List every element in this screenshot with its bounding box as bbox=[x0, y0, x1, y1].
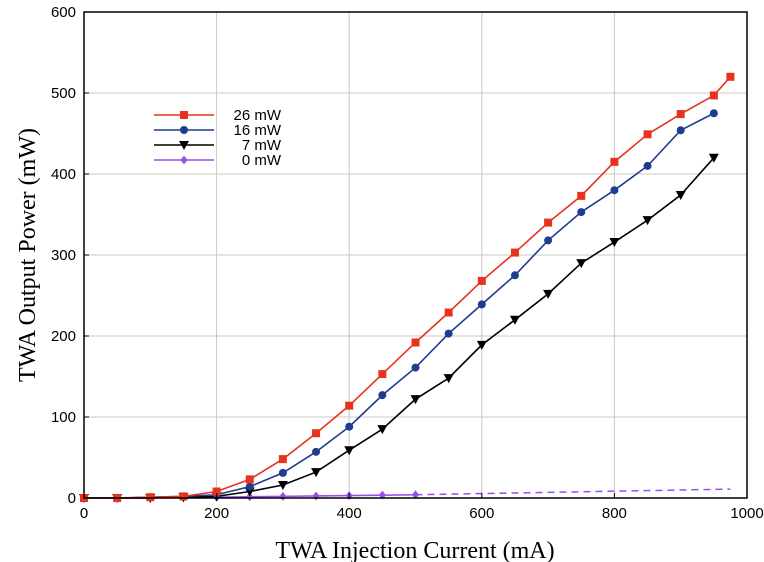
series-line-7-mw bbox=[84, 157, 715, 499]
data-point-26-mw bbox=[709, 91, 718, 100]
legend-item-0-mw: 0 mW bbox=[154, 152, 282, 169]
data-point-7-mw bbox=[277, 481, 288, 491]
data-point-7-mw bbox=[708, 153, 719, 163]
data-point-26-mw bbox=[643, 130, 652, 139]
data-point-26-mw bbox=[676, 110, 685, 119]
data-point-16-mw bbox=[477, 300, 486, 309]
data-point-7-mw bbox=[344, 446, 355, 456]
series-line-0-mw-extrapolation bbox=[415, 488, 731, 496]
y-tick-label: 600 bbox=[51, 4, 76, 21]
y-tick-label: 500 bbox=[51, 85, 76, 102]
y-tick-label: 200 bbox=[51, 328, 76, 345]
data-point-7-mw bbox=[675, 191, 686, 201]
grid-lines bbox=[84, 12, 747, 498]
data-point-7-mw bbox=[377, 425, 388, 435]
data-point-26-mw bbox=[411, 338, 420, 347]
data-point-7-mw bbox=[642, 216, 653, 226]
legend-marker bbox=[180, 126, 188, 134]
data-point-7-mw bbox=[476, 340, 487, 350]
x-axis: 0 200 400 600 800 1000 bbox=[80, 493, 764, 522]
data-point-16-mw bbox=[544, 236, 553, 245]
data-point-26-mw bbox=[378, 370, 387, 379]
x-tick-label: 1000 bbox=[730, 505, 763, 522]
data-point-16-mw bbox=[510, 271, 519, 280]
x-tick-label: 200 bbox=[204, 505, 229, 522]
data-point-26-mw bbox=[726, 72, 735, 81]
data-point-26-mw bbox=[278, 455, 287, 464]
data-point-16-mw bbox=[278, 468, 287, 477]
data-point-26-mw bbox=[212, 487, 221, 496]
x-tick-label: 800 bbox=[602, 505, 627, 522]
y-axis-title: TWA Output Power (mW) bbox=[15, 128, 41, 382]
data-point-7-mw bbox=[410, 395, 421, 405]
y-tick-label: 400 bbox=[51, 166, 76, 183]
series-26-mw bbox=[80, 72, 735, 502]
data-point-26-mw bbox=[444, 308, 453, 317]
data-point-7-mw bbox=[443, 374, 454, 384]
legend-label: 16 mW bbox=[233, 122, 281, 139]
data-point-16-mw bbox=[643, 161, 652, 170]
x-tick-label: 600 bbox=[469, 505, 494, 522]
x-axis-title: TWA Injection Current (mA) bbox=[275, 538, 554, 562]
data-point-16-mw bbox=[411, 363, 420, 372]
data-point-26-mw bbox=[179, 492, 188, 501]
legend-item-16-mw: 16 mW bbox=[154, 122, 282, 139]
data-point-16-mw bbox=[312, 447, 321, 456]
data-point-26-mw bbox=[312, 429, 321, 438]
y-axis: 0 100 200 300 400 500 600 bbox=[51, 4, 89, 507]
data-point-26-mw bbox=[146, 493, 155, 502]
data-point-7-mw bbox=[509, 315, 520, 325]
data-point-26-mw bbox=[510, 248, 519, 257]
data-point-16-mw bbox=[709, 109, 718, 118]
data-point-26-mw bbox=[610, 157, 619, 166]
y-tick-label: 100 bbox=[51, 409, 76, 426]
legend-item-26-mw: 26 mW bbox=[154, 107, 282, 124]
legend-label: 7 mW bbox=[242, 137, 282, 154]
data-point-16-mw bbox=[378, 391, 387, 400]
data-point-7-mw bbox=[576, 259, 587, 269]
x-tick-label: 0 bbox=[80, 505, 88, 522]
legend-marker bbox=[179, 141, 189, 150]
data-point-7-mw bbox=[311, 468, 322, 478]
data-point-16-mw bbox=[444, 329, 453, 338]
data-point-0-mw bbox=[412, 490, 419, 500]
y-tick-label: 300 bbox=[51, 247, 76, 264]
data-point-0-mw bbox=[246, 492, 254, 502]
legend-label: 26 mW bbox=[233, 107, 281, 124]
x-tick-label: 400 bbox=[337, 505, 362, 522]
data-point-16-mw bbox=[345, 422, 354, 431]
legend-label: 0 mW bbox=[242, 152, 282, 169]
y-tick-label: 0 bbox=[68, 490, 76, 507]
data-point-16-mw bbox=[245, 482, 254, 491]
data-point-16-mw bbox=[610, 186, 619, 195]
legend-marker bbox=[180, 155, 188, 165]
data-point-7-mw bbox=[609, 238, 620, 248]
data-point-26-mw bbox=[345, 401, 354, 410]
data-point-26-mw bbox=[477, 276, 486, 285]
data-point-26-mw bbox=[245, 475, 254, 484]
data-point-26-mw bbox=[544, 218, 553, 227]
data-point-16-mw bbox=[676, 126, 685, 135]
data-point-26-mw bbox=[577, 191, 586, 200]
data-point-7-mw bbox=[543, 289, 554, 299]
data-point-16-mw bbox=[577, 208, 586, 217]
legend-item-7-mw: 7 mW bbox=[154, 137, 282, 154]
legend-marker bbox=[180, 111, 188, 119]
